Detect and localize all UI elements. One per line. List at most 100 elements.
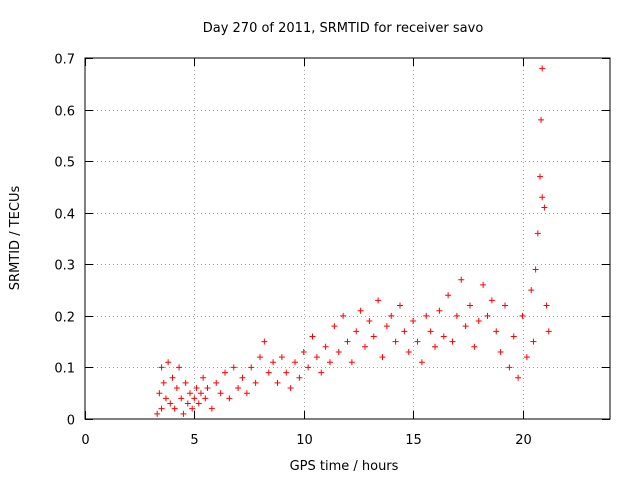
data-point <box>162 395 169 402</box>
data-point <box>158 405 165 412</box>
data-point <box>156 390 163 397</box>
data-point <box>292 359 298 366</box>
data-point <box>160 379 167 386</box>
y-tick-label: 0.4 <box>54 208 75 223</box>
data-point <box>187 390 193 397</box>
x-tick-label: 0 <box>81 433 89 448</box>
data-point <box>445 292 452 299</box>
y-tick-label: 0.1 <box>54 362 75 377</box>
data-point <box>515 374 522 381</box>
data-point <box>510 333 517 340</box>
x-axis-title: GPS time / hours <box>290 459 399 474</box>
data-point <box>344 338 351 345</box>
data-point <box>502 302 508 309</box>
grid <box>85 58 610 419</box>
data-point <box>537 173 543 180</box>
data-point <box>519 312 526 319</box>
data-point <box>313 354 320 361</box>
x-tick-label: 5 <box>190 433 198 448</box>
data-point <box>283 369 290 376</box>
data-point <box>248 364 255 371</box>
data-point <box>405 348 412 355</box>
data-point <box>300 348 307 355</box>
y-tick-label: 0.6 <box>54 105 75 120</box>
data-point <box>539 65 546 72</box>
y-tick-label: 0 <box>67 414 75 429</box>
data-point <box>193 385 200 392</box>
data-point <box>335 348 342 355</box>
data-point <box>534 230 541 237</box>
data-point <box>401 328 408 335</box>
data-point <box>274 379 281 386</box>
data-point <box>506 364 513 371</box>
data-point <box>243 390 250 397</box>
plot-frame <box>84 57 611 420</box>
data-point <box>189 405 196 412</box>
data-point <box>305 364 312 371</box>
data-point <box>541 204 548 211</box>
data-point <box>200 374 207 381</box>
data-point <box>257 354 263 361</box>
data-point <box>167 400 174 407</box>
data-point <box>436 307 443 314</box>
data-point <box>370 333 377 340</box>
y-tick-label: 0.3 <box>54 259 75 274</box>
data-point <box>195 400 202 407</box>
data-point <box>278 354 285 361</box>
data-point <box>204 385 211 392</box>
data-point <box>375 297 382 304</box>
data-point <box>239 374 246 381</box>
data-point <box>318 369 325 376</box>
data-point <box>383 323 390 330</box>
data-point <box>497 348 504 355</box>
chart-title: Day 270 of 2011, SRMTID for receiver sav… <box>203 21 484 36</box>
data-point <box>538 116 545 123</box>
data-point <box>410 318 417 325</box>
data-point <box>493 328 500 335</box>
data-point <box>171 405 178 412</box>
data-point <box>418 359 425 366</box>
data-point <box>414 338 421 345</box>
y-tick-label: 0.2 <box>54 311 75 326</box>
data-point <box>154 410 161 417</box>
data-point <box>180 410 187 417</box>
data-point <box>530 338 537 345</box>
data-point <box>423 312 430 319</box>
data-point <box>366 318 373 325</box>
data-point <box>235 385 242 392</box>
data-point <box>528 287 535 294</box>
data-point <box>348 359 355 366</box>
data-point <box>427 328 434 335</box>
data-point <box>388 312 395 319</box>
data-point <box>265 369 272 376</box>
data-point <box>197 390 204 397</box>
data-point <box>213 379 220 386</box>
x-tick-label: 20 <box>515 433 532 448</box>
data-point <box>392 338 399 345</box>
data-point <box>173 385 180 392</box>
data-point <box>362 343 368 350</box>
data-point <box>208 405 215 412</box>
data-point <box>523 354 530 361</box>
data-point <box>222 369 228 376</box>
data-point <box>165 359 172 366</box>
data-point <box>217 390 224 397</box>
data-point <box>480 281 487 288</box>
data-point <box>296 374 303 381</box>
x-tick-label: 10 <box>296 433 313 448</box>
data-point <box>331 323 338 330</box>
data-point <box>270 359 277 366</box>
data-point <box>488 297 495 304</box>
data-point <box>226 395 233 402</box>
data-point <box>532 266 539 273</box>
data-point <box>453 312 460 319</box>
data-point <box>252 379 259 386</box>
data-point <box>432 343 438 350</box>
y-tick-label: 0.5 <box>54 156 75 171</box>
data-point <box>309 333 316 340</box>
data-points <box>154 65 552 417</box>
data-point <box>184 400 191 407</box>
data-point <box>357 307 364 314</box>
data-point <box>178 395 185 402</box>
data-point <box>322 343 329 350</box>
